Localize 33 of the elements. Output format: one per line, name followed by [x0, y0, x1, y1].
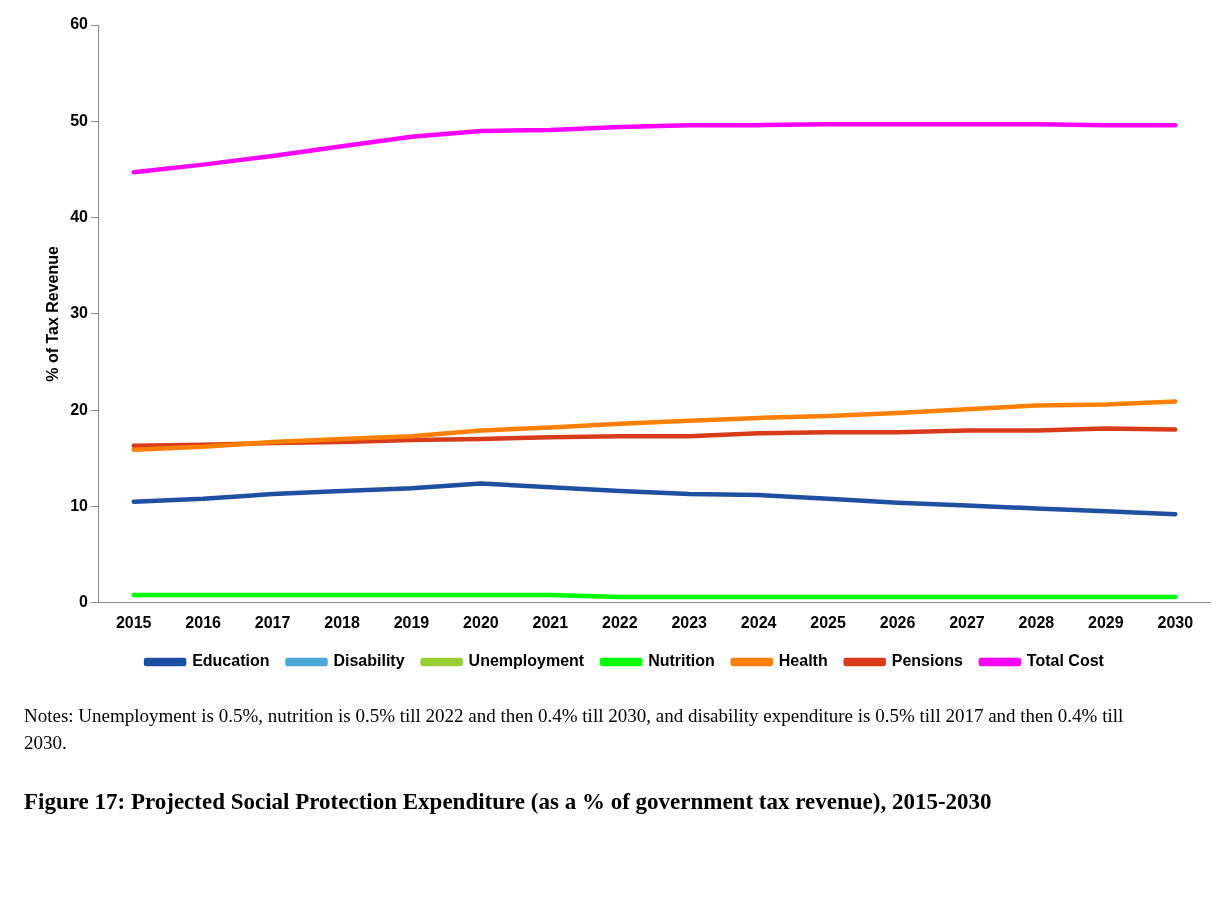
y-axis-title: % of Tax Revenue: [44, 245, 62, 382]
x-tick-label: 2024: [740, 613, 777, 631]
legend-label: Disability: [333, 652, 405, 670]
text: Notes: Unemployment is 0.5%, nutrition is 0.5% till 2022 and then 0.4% till 2030, and disability expenditure is 0.5% till 2017 and then 0.4% till 2030.: [24, 704, 1125, 755]
legend-label: Nutrition: [648, 652, 715, 670]
y-tick-label: 60: [70, 15, 89, 33]
legend-label: Health: [778, 652, 828, 670]
y-tick-label: 0: [79, 593, 89, 611]
legend-label: Unemployment: [468, 652, 585, 670]
legend-label: Total Cost: [1026, 652, 1105, 670]
x-tick-label: 2029: [1088, 613, 1124, 631]
x-tick-label: 2015: [115, 613, 152, 631]
x-tick-label: 2020: [463, 613, 499, 631]
text: Figure 17: Projected Social Protection Expenditure (as a % of government tax revenue), 2015-2030: [24, 788, 993, 816]
y-tick-label: 30: [70, 304, 89, 322]
y-tick-label: 10: [70, 496, 89, 514]
x-tick-label: 2027: [949, 613, 985, 631]
x-tick-label: 2028: [1018, 613, 1055, 631]
x-tick-label: 2030: [1157, 613, 1194, 631]
y-tick-label: 50: [70, 111, 89, 129]
y-tick-label: 40: [70, 208, 89, 226]
x-tick-label: 2016: [185, 613, 222, 631]
x-tick-label: 2023: [671, 613, 708, 631]
x-tick-label: 2021: [532, 613, 569, 631]
x-tick-label: 2022: [601, 613, 638, 631]
x-tick-label: 2026: [879, 613, 916, 631]
x-tick-label: 2018: [324, 613, 360, 631]
x-tick-label: 2017: [254, 613, 291, 631]
legend-label: Education: [192, 652, 270, 670]
y-tick-label: 20: [70, 400, 89, 418]
x-tick-label: 2025: [810, 613, 846, 631]
legend-label: Pensions: [891, 652, 963, 670]
x-tick-label: 2019: [393, 613, 430, 631]
